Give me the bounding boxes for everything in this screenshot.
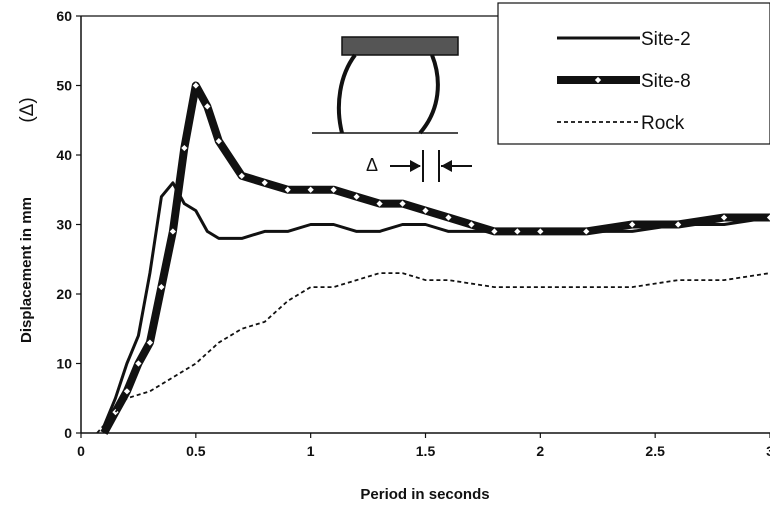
inset-right-column	[418, 54, 440, 135]
data-point-site-8	[192, 82, 199, 89]
data-point-site-8	[169, 228, 176, 235]
x-axis-title: Period in seconds	[360, 486, 489, 503]
y-tick-label: 20	[56, 286, 72, 302]
y-axis-title-symbol: (Δ)	[17, 97, 38, 122]
legend-label-rock: Rock	[641, 113, 685, 134]
series-rock	[96, 272, 770, 434]
x-tick-label: 2.5	[645, 443, 665, 459]
data-point-site-8	[422, 207, 429, 214]
x-tick-label: 2	[536, 443, 544, 459]
series-line-rock	[96, 272, 770, 434]
legend: Site-2 Site-8 Rock	[497, 2, 770, 145]
data-point-site-8	[204, 103, 211, 110]
inset-arrow-right-head	[441, 160, 452, 172]
legend-label-site-8: Site-8	[641, 71, 691, 92]
y-tick-label: 40	[56, 147, 72, 163]
y-tick-label: 30	[56, 217, 72, 233]
x-tick-label: 1.5	[416, 443, 436, 459]
y-axis-title: Displacement in mm	[18, 197, 35, 343]
legend-box	[497, 2, 770, 145]
inset-left-column	[336, 53, 357, 134]
inset-delta-label: Δ	[366, 155, 378, 175]
x-tick-label: 0	[77, 443, 85, 459]
x-tick-label: 3	[766, 443, 770, 459]
legend-label-site-2: Site-2	[641, 29, 691, 50]
series-layer	[96, 81, 770, 435]
y-tick-label: 0	[64, 425, 72, 441]
inset-structure-sketch: Δ	[312, 36, 472, 182]
inset-slab	[341, 36, 459, 56]
series-site-8	[100, 81, 770, 435]
y-tick-label: 10	[56, 356, 72, 372]
y-tick-label: 50	[56, 78, 72, 94]
data-point-site-8	[135, 360, 142, 367]
inset-arrow-left-head	[410, 160, 421, 172]
axis-ticks: 00.511.522.530102030405060	[56, 8, 770, 459]
y-tick-label: 60	[56, 8, 72, 24]
x-tick-label: 0.5	[186, 443, 206, 459]
series-line-site-8	[100, 81, 770, 435]
x-tick-label: 1	[307, 443, 315, 459]
